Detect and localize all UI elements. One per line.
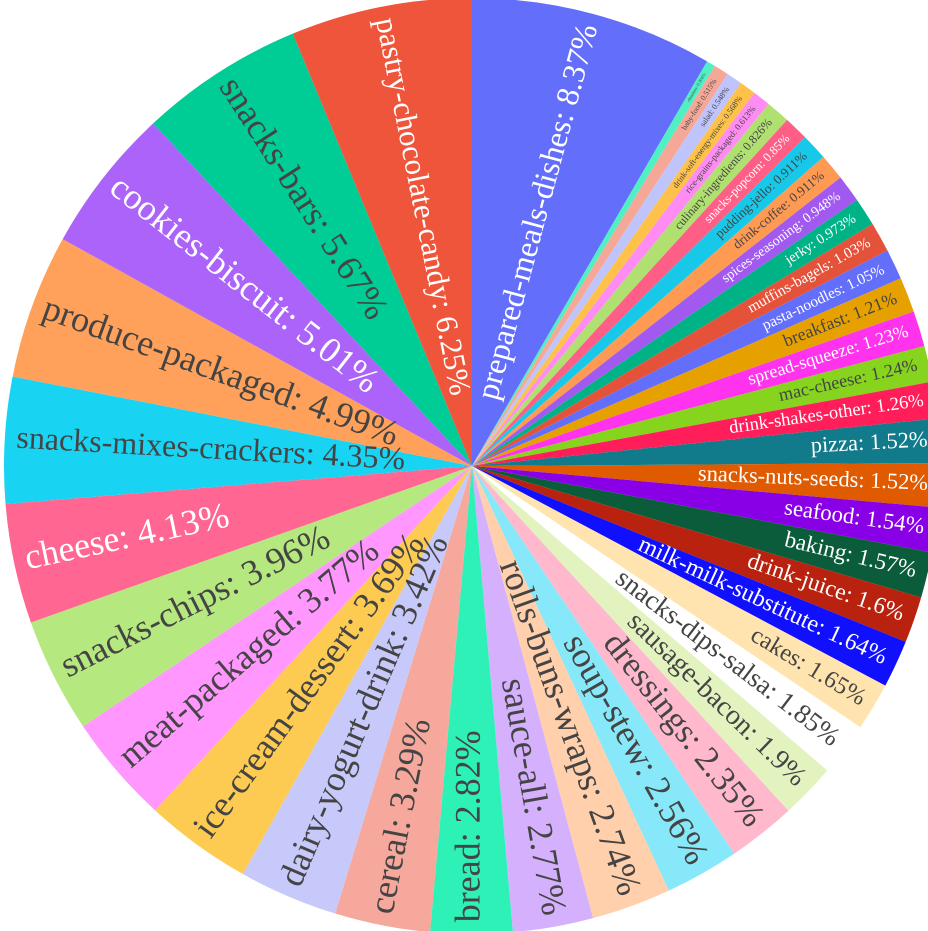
slice-label: bread: 2.82% (448, 730, 488, 922)
slice-category: bread (448, 842, 488, 922)
pie-slice (430, 466, 513, 931)
pie-slice (472, 346, 928, 466)
pie-slice (472, 382, 928, 466)
pie-slice (155, 466, 472, 875)
pie-slice (4, 376, 473, 504)
pie-slice (472, 466, 928, 598)
pie-slice (472, 73, 741, 467)
label-separator: : (707, 106, 717, 115)
label-separator: : (694, 84, 700, 89)
pie-slice (83, 466, 473, 811)
pie-slice (472, 466, 594, 931)
pie-slice (472, 223, 888, 466)
pie-slice (472, 466, 861, 771)
slices (4, 0, 928, 931)
label-separator: : (857, 430, 870, 456)
pie-slice (5, 466, 472, 623)
pie-slice (472, 104, 788, 466)
pie-slice (472, 466, 789, 854)
pie-slice (472, 466, 922, 642)
pie-slice (335, 466, 472, 931)
pie-slice (472, 311, 925, 466)
label-separator: : (843, 540, 861, 568)
label-separator: : (719, 115, 729, 124)
pie-slice (472, 466, 906, 686)
label-separator: : (859, 365, 873, 387)
slice-value-label: 4.35% (322, 436, 407, 477)
pie-slice (153, 33, 473, 466)
pie-slice (472, 419, 928, 466)
label-separator: : (853, 504, 868, 530)
pie-slice (472, 466, 928, 552)
pie-slice (472, 92, 769, 467)
slice-value-label: 0.304% (695, 72, 707, 87)
pie-slice (242, 466, 472, 914)
pie-slice (472, 466, 886, 728)
pie-slice (292, 0, 472, 466)
slice-label: pizza: 1.52% (810, 426, 928, 457)
label-separator: : (425, 297, 463, 320)
slice-value-label: 1.52% (869, 426, 928, 454)
pie-slice (472, 466, 828, 811)
pie-slice (472, 466, 735, 891)
pie-slice (472, 83, 755, 467)
label-separator: : (730, 126, 741, 136)
slice-value-label: 1.52% (870, 468, 928, 495)
pie-slice (472, 466, 669, 919)
label-separator: : (865, 398, 877, 419)
label-separator: : (858, 467, 871, 492)
pie-slice (472, 137, 824, 466)
label-separator: : (696, 97, 706, 105)
slice-category: pizza (810, 430, 859, 458)
pie-slice (472, 156, 841, 466)
label-separator: : (448, 823, 488, 842)
slice-value-label: 2.82% (448, 730, 488, 823)
pie-slice (472, 61, 715, 466)
label-separator: : (305, 435, 324, 472)
pie-slice (472, 199, 873, 466)
pie-slice (472, 463, 928, 507)
pie-slice (12, 239, 472, 466)
pie-slice (472, 278, 914, 466)
pie-slice (472, 177, 858, 467)
pie-slice (62, 123, 472, 466)
pie-slice (472, 119, 806, 467)
pie-slice (472, 65, 728, 466)
pie-slice (472, 0, 708, 466)
pie-slice (472, 250, 901, 466)
pie-slice (30, 466, 472, 727)
